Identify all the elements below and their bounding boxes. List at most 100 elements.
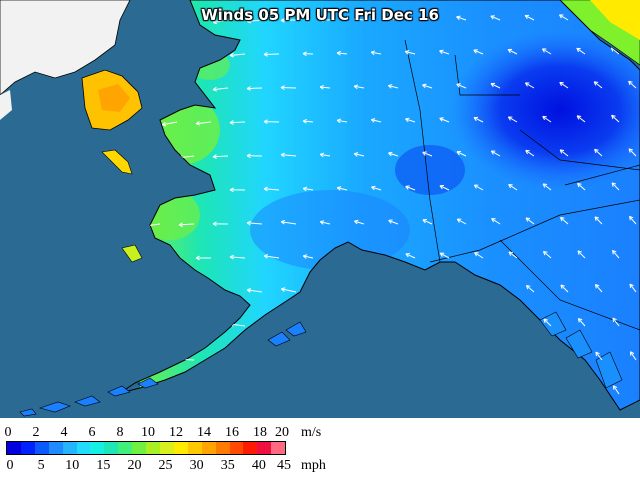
wind-arrow	[543, 251, 552, 259]
legend-color-cell	[146, 442, 160, 454]
wind-arrow-head	[595, 351, 600, 355]
wind-arrow-head	[560, 284, 563, 289]
wind-arrow-head	[263, 52, 268, 55]
wind-arrow-head	[229, 254, 234, 258]
wind-arrow-head	[319, 152, 325, 155]
legend-label: 12	[169, 425, 183, 440]
wind-arrow	[178, 223, 195, 226]
wind-arrow	[559, 14, 569, 21]
wind-arrow-head	[387, 85, 392, 89]
wind-arrow-head	[593, 81, 597, 86]
wind-arrow	[388, 219, 399, 225]
wind-arrow	[456, 16, 467, 21]
wind-arrow-head	[246, 88, 251, 91]
legend-color-cell	[104, 442, 119, 454]
wind-arrow-head	[524, 82, 528, 87]
wind-map	[0, 0, 640, 418]
wind-arrow-head	[302, 120, 307, 124]
legend-color-cell	[7, 442, 21, 454]
legend-label: 18	[253, 425, 267, 440]
wind-arrow-head	[246, 289, 251, 293]
wind-arrow	[320, 153, 331, 157]
wind-arrow	[264, 188, 280, 191]
wind-arrow-head	[353, 16, 358, 20]
wind-arrow-head	[543, 250, 548, 253]
legend-color-cell	[243, 442, 258, 454]
wind-arrow-head	[577, 182, 582, 185]
legend-color-cell	[159, 442, 174, 454]
wind-arrow-head	[336, 52, 341, 56]
wind-arrow-head	[319, 221, 324, 225]
wind-arrow	[320, 86, 331, 89]
wind-arrow-head	[629, 216, 631, 221]
wind-arrow-head	[422, 84, 426, 89]
wind-arrow-head	[404, 51, 409, 55]
siberia-landmass	[0, 0, 131, 96]
legend-color-cell	[215, 442, 230, 454]
wind-arrow-head	[439, 185, 443, 190]
wind-arrow-head	[560, 216, 565, 219]
wind-arrow-head	[370, 119, 375, 123]
wind-arrow	[247, 19, 263, 22]
wind-arrow-head	[576, 115, 580, 120]
wind-arrow-head	[320, 220, 325, 223]
wind-arrow-head	[542, 183, 546, 188]
wind-arrow-head	[594, 148, 599, 151]
legend-label: 4	[60, 425, 68, 440]
wind-arrow-head	[628, 148, 634, 151]
wind-arrow-head	[212, 221, 217, 225]
wind-arrow-head	[263, 121, 268, 125]
wind-arrow-head	[490, 83, 494, 88]
wind-arrow	[320, 221, 331, 225]
wind-arrow-head	[387, 17, 392, 22]
wind-arrow	[422, 84, 433, 89]
wind-arrow-head	[371, 118, 376, 121]
wind-arrow-head	[560, 149, 565, 151]
wind-arrow	[422, 151, 433, 157]
wind-arrow-head	[336, 50, 341, 54]
wind-arrow-head	[319, 86, 324, 90]
wind-arrow-head	[474, 252, 477, 257]
wind-arrow-head	[630, 351, 635, 354]
legend-color-cell	[257, 442, 272, 454]
wind-arrow-head	[195, 255, 200, 259]
legend-label: 6	[88, 425, 96, 440]
wind-arrow	[303, 187, 314, 191]
wind-arrow	[405, 253, 416, 259]
wind-arrow-head	[595, 352, 598, 357]
wind-arrow	[630, 351, 637, 361]
wind-arrow	[280, 86, 297, 89]
wind-arrow	[473, 49, 484, 55]
wind-arrow	[542, 48, 552, 55]
wind-arrow-head	[280, 154, 285, 158]
wind-arrow-head	[578, 318, 583, 321]
wind-arrow	[525, 217, 535, 225]
legend-unit-ms: m/s	[301, 425, 322, 440]
legend-label: 16	[225, 425, 239, 440]
wind-arrow-head	[354, 220, 358, 225]
wind-arrow-head	[353, 84, 359, 87]
wind-arrow-head	[353, 153, 358, 157]
wind-arrow-head	[263, 119, 268, 123]
wind-arrow	[611, 182, 620, 191]
chukotka-hotspot	[98, 84, 130, 112]
wind-arrow-head	[178, 224, 183, 228]
wind-arrow-head	[525, 217, 531, 220]
legend-label: 25	[158, 458, 173, 473]
wind-arrow-head	[508, 251, 514, 254]
legend-color-cell	[271, 442, 286, 454]
wind-arrow-head	[162, 124, 167, 127]
wind-arrow	[422, 16, 433, 21]
wind-arrow-head	[195, 123, 200, 126]
wind-arrow-head	[302, 186, 308, 189]
wind-arrow	[594, 148, 603, 157]
wind-arrow-head	[388, 16, 393, 19]
wind-arrow	[559, 81, 569, 89]
wind-arrow	[524, 15, 535, 21]
wind-arrow	[593, 81, 603, 89]
wind-arrow-head	[543, 318, 548, 321]
wind-arrow	[560, 284, 569, 293]
wind-arrow-head	[371, 185, 376, 188]
wind-arrow	[508, 116, 518, 123]
